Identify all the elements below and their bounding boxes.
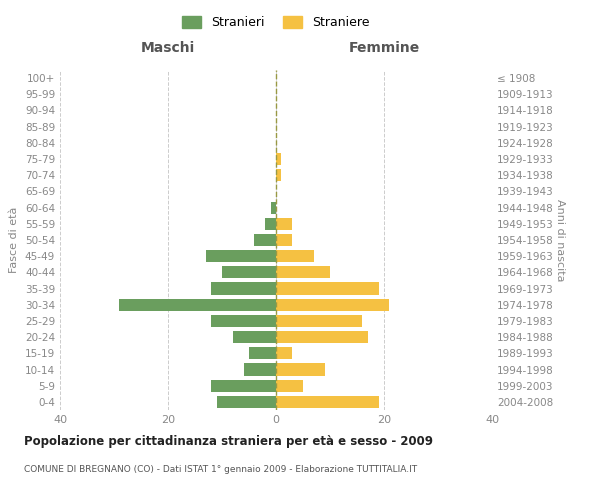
Bar	[276, 282, 379, 294]
Bar	[276, 315, 362, 327]
Bar	[276, 169, 281, 181]
Bar	[211, 380, 276, 392]
Bar	[276, 250, 314, 262]
Bar	[276, 331, 368, 343]
Y-axis label: Anni di nascita: Anni di nascita	[555, 198, 565, 281]
Bar	[265, 218, 276, 230]
Text: COMUNE DI BREGNANO (CO) - Dati ISTAT 1° gennaio 2009 - Elaborazione TUTTITALIA.I: COMUNE DI BREGNANO (CO) - Dati ISTAT 1° …	[24, 465, 417, 474]
Bar	[206, 250, 276, 262]
Bar	[222, 266, 276, 278]
Bar	[276, 218, 292, 230]
Bar	[276, 298, 389, 311]
Y-axis label: Fasce di età: Fasce di età	[10, 207, 19, 273]
Bar	[249, 348, 276, 360]
Legend: Stranieri, Straniere: Stranieri, Straniere	[178, 11, 374, 34]
Bar	[211, 315, 276, 327]
Bar	[276, 153, 281, 165]
Bar	[217, 396, 276, 408]
Bar	[271, 202, 276, 213]
Bar	[276, 396, 379, 408]
Bar	[276, 380, 303, 392]
Text: Popolazione per cittadinanza straniera per età e sesso - 2009: Popolazione per cittadinanza straniera p…	[24, 435, 433, 448]
Bar	[276, 234, 292, 246]
Bar	[244, 364, 276, 376]
Bar	[211, 282, 276, 294]
Bar	[276, 348, 292, 360]
Bar	[233, 331, 276, 343]
Bar	[119, 298, 276, 311]
Bar	[276, 266, 330, 278]
Bar	[276, 364, 325, 376]
Bar	[254, 234, 276, 246]
Text: Femmine: Femmine	[349, 41, 419, 55]
Text: Maschi: Maschi	[141, 41, 195, 55]
